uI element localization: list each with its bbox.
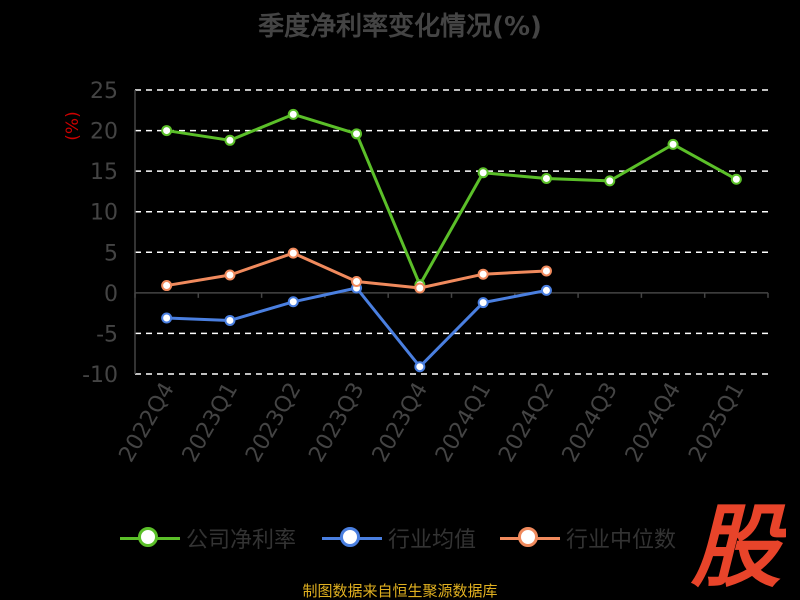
data-point bbox=[667, 138, 679, 150]
y-tick-label: 10 bbox=[90, 201, 118, 226]
legend-marker bbox=[340, 526, 360, 547]
x-tick-label: 2024Q1 bbox=[431, 379, 496, 467]
data-point bbox=[287, 296, 299, 308]
data-point bbox=[287, 108, 299, 120]
legend-item: 行业均值 bbox=[322, 518, 476, 558]
x-tick-label: 2023Q3 bbox=[304, 379, 369, 467]
data-point bbox=[604, 175, 616, 187]
x-tick-label: 2022Q4 bbox=[115, 379, 180, 467]
legend-marker bbox=[138, 526, 158, 547]
y-tick-label: 0 bbox=[104, 282, 118, 307]
legend-label: 公司净利率 bbox=[186, 528, 297, 553]
data-point bbox=[287, 247, 299, 259]
data-point bbox=[224, 134, 236, 146]
legend-item: 行业中位数 bbox=[500, 518, 676, 558]
data-point bbox=[540, 265, 552, 277]
data-point bbox=[224, 269, 236, 281]
x-tick-label: 2024Q2 bbox=[494, 379, 559, 467]
data-point bbox=[477, 297, 489, 309]
legend-item: 公司净利率 bbox=[120, 518, 296, 558]
data-point bbox=[161, 125, 173, 137]
data-point bbox=[540, 284, 552, 296]
y-tick-label: 15 bbox=[90, 160, 118, 185]
legend-label: 行业均值 bbox=[388, 528, 477, 553]
svg-text:股: 股 bbox=[690, 498, 786, 590]
data-point bbox=[224, 314, 236, 326]
stock-logo: 股 bbox=[690, 498, 786, 590]
data-point bbox=[477, 268, 489, 280]
x-tick-label: 2023Q1 bbox=[178, 379, 243, 467]
source-note: 制图数据来自恒生聚源数据库 bbox=[302, 582, 498, 600]
y-tick-label: -10 bbox=[82, 363, 118, 388]
x-tick-label: 2023Q2 bbox=[241, 379, 306, 467]
legend-marker bbox=[518, 526, 538, 547]
legend: 公司净利率 行业均值 行业中位数 bbox=[0, 518, 800, 558]
data-point bbox=[161, 312, 173, 324]
data-point bbox=[477, 167, 489, 179]
legend-swatch bbox=[500, 526, 560, 547]
x-tick-label: 2024Q4 bbox=[621, 379, 686, 467]
y-tick-label: 5 bbox=[104, 241, 118, 266]
data-point bbox=[351, 128, 363, 140]
data-point bbox=[351, 275, 363, 287]
y-tick-label: 20 bbox=[90, 120, 118, 145]
data-point bbox=[414, 361, 426, 373]
series-line-0 bbox=[166, 112, 738, 287]
data-point bbox=[730, 173, 742, 185]
chart-title: 季度净利率变化情况(%) bbox=[258, 12, 542, 42]
x-tick-label: 2024Q3 bbox=[558, 379, 623, 467]
y-axis-label: (%) bbox=[63, 111, 83, 140]
legend-label: 行业中位数 bbox=[566, 528, 677, 553]
legend-swatch bbox=[120, 526, 180, 547]
series-line-1 bbox=[166, 286, 547, 369]
y-tick-label: -5 bbox=[96, 322, 118, 347]
legend-swatch bbox=[322, 526, 382, 547]
x-tick-label: 2025Q1 bbox=[684, 379, 749, 467]
x-tick-label: 2023Q4 bbox=[368, 378, 433, 466]
data-point bbox=[161, 280, 173, 292]
data-point bbox=[540, 172, 552, 184]
data-point bbox=[414, 282, 426, 294]
y-tick-label: 25 bbox=[90, 79, 118, 104]
